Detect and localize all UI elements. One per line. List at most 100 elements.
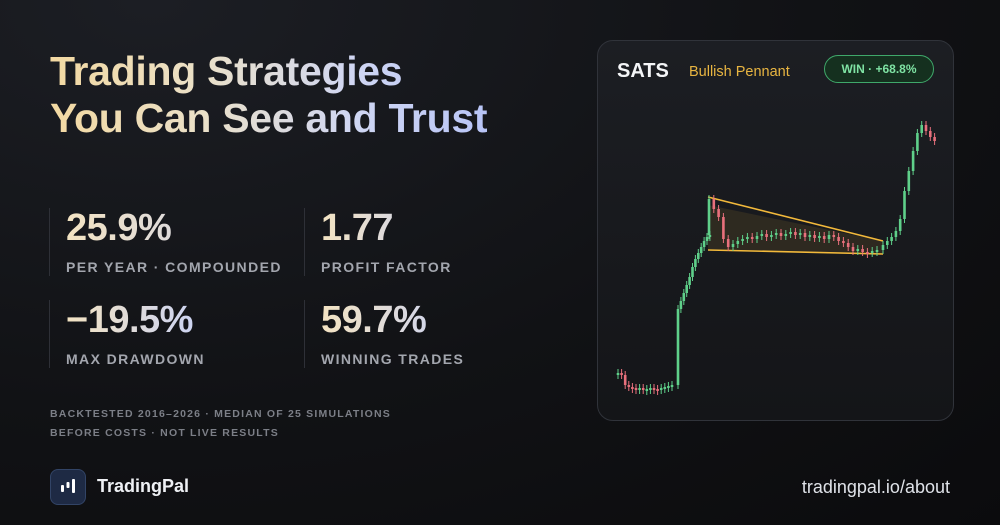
candle-body <box>842 241 845 243</box>
stat-annual-return: 25.9% PER YEAR · COMPOUNDED <box>49 208 282 276</box>
candle-body <box>685 285 688 293</box>
candle-body <box>645 389 649 391</box>
brand-logo-icon[interactable] <box>50 469 86 505</box>
candle-body <box>929 131 932 137</box>
candle-body <box>659 388 663 390</box>
candle-body <box>898 219 902 231</box>
candle-body <box>886 241 889 245</box>
candle-body <box>627 385 631 387</box>
candle-body <box>679 301 683 309</box>
candle-body <box>894 231 898 237</box>
candle-body <box>813 235 816 238</box>
candle-body <box>631 387 634 389</box>
candle-body <box>808 235 812 237</box>
candle-body <box>712 199 716 209</box>
candle-body <box>866 252 869 254</box>
candle-body <box>803 233 807 237</box>
pennant-lower-line <box>707 249 884 255</box>
stat-max-drawdown: −19.5% MAX DRAWDOWN <box>49 300 205 368</box>
candle-body <box>634 388 638 390</box>
stat-profit-factor: 1.77 PROFIT FACTOR <box>304 208 452 276</box>
candle-body <box>903 191 906 219</box>
stat-value: −19.5% <box>66 300 205 340</box>
candle-body <box>870 251 874 253</box>
candle-body <box>670 385 674 387</box>
candle-body <box>818 236 821 238</box>
candle-body <box>676 309 680 385</box>
candle-body <box>726 239 730 247</box>
candle-body <box>717 209 720 217</box>
stat-value: 1.77 <box>321 208 452 248</box>
candlestick-chart <box>616 121 936 395</box>
candle-body <box>851 247 855 251</box>
headline-line-2: You Can See and Trust <box>50 95 488 141</box>
candle-body <box>933 137 936 141</box>
disclaimer: BACKTESTED 2016–2026 · MEDIAN OF 25 SIMU… <box>50 405 391 443</box>
stat-label: WINNING TRADES <box>321 351 465 367</box>
candle-body <box>794 232 797 235</box>
candle-body <box>750 237 754 239</box>
candle-body <box>822 236 826 239</box>
candle-body <box>916 133 919 151</box>
candle-body <box>707 199 711 235</box>
candle-body <box>770 235 773 237</box>
candle-body <box>779 233 783 236</box>
candle-body <box>746 237 749 239</box>
candle-body <box>784 234 788 236</box>
candle-body <box>920 125 923 133</box>
candle-body <box>652 388 656 390</box>
stat-winning-trades: 59.7% WINNING TRADES <box>304 300 464 368</box>
stat-label: MAX DRAWDOWN <box>66 351 205 367</box>
headline: Trading Strategies You Can See and Trust <box>50 48 487 142</box>
candle-body <box>663 387 667 389</box>
candle-body <box>856 249 860 251</box>
candle-body <box>682 293 686 301</box>
disclaimer-line-1: BACKTESTED 2016–2026 · MEDIAN OF 25 SIMU… <box>50 408 391 420</box>
candle-body <box>731 244 735 247</box>
chart-card: SATS Bullish Pennant WIN · +68.8% <box>597 40 954 421</box>
candle-body <box>697 253 700 259</box>
candle-body <box>760 234 764 236</box>
stat-value: 59.7% <box>321 300 464 340</box>
candle-body <box>832 235 836 237</box>
candle-body <box>708 235 712 237</box>
candle-body <box>755 236 759 239</box>
candle-body <box>667 386 670 388</box>
ticker-symbol: SATS <box>617 60 669 82</box>
candle-body <box>861 249 864 252</box>
stat-label: PER YEAR · COMPOUNDED <box>66 259 282 275</box>
candle-body <box>837 237 840 241</box>
candle-body <box>774 233 778 235</box>
candle-body <box>691 267 694 277</box>
candle-body <box>694 259 697 267</box>
candle-body <box>638 388 641 390</box>
candle-body <box>623 375 627 385</box>
candle-body <box>924 125 928 131</box>
headline-line-1: Trading Strategies <box>50 48 403 94</box>
candle-body <box>616 373 620 375</box>
pattern-name: Bullish Pennant <box>689 64 790 80</box>
candle-body <box>699 247 703 253</box>
about-link[interactable]: tradingpal.io/about <box>801 477 950 497</box>
candle-body <box>741 239 744 241</box>
candle-body <box>656 389 659 391</box>
stat-label: PROFIT FACTOR <box>321 259 452 275</box>
candle-body <box>620 373 623 375</box>
candle-body <box>907 171 911 191</box>
candle-body <box>722 217 725 239</box>
candle-body <box>765 234 768 237</box>
candle-body <box>798 233 802 235</box>
candle-body <box>890 237 893 241</box>
candle-body <box>789 232 792 234</box>
candle-body <box>702 241 706 247</box>
candle-body <box>911 151 915 171</box>
candle-body <box>881 245 885 250</box>
brand-name[interactable]: TradingPal <box>97 476 190 496</box>
candle-body <box>649 388 652 390</box>
pennant-upper-line <box>707 196 884 242</box>
candle-body <box>875 250 879 252</box>
stat-value: 25.9% <box>66 208 282 248</box>
candle-body <box>736 241 740 244</box>
win-badge: WIN · +68.8% <box>824 55 934 83</box>
candle-body <box>641 388 645 390</box>
